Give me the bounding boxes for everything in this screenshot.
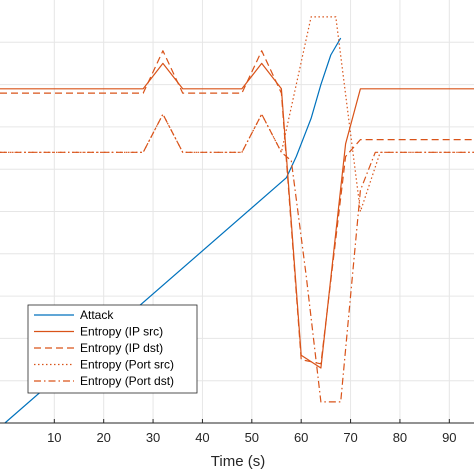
legend-label-1: Attack (80, 308, 114, 322)
series-line-4 (0, 16, 474, 213)
legend-label-5: Entropy (Port dst) (80, 374, 174, 388)
series-line-2 (0, 62, 474, 369)
legend-label-4: Entropy (Port src) (80, 358, 174, 372)
series-line-3 (0, 50, 474, 365)
series-lines (0, 16, 474, 424)
series-line-5 (0, 113, 474, 403)
legend: Attack Entropy (IP src) Entropy (IP dst) En… (27, 304, 198, 394)
x-tick-label: 60 (294, 430, 308, 445)
x-tick-label: 40 (195, 430, 209, 445)
x-axis-title: Time (s) (211, 453, 265, 470)
legend-label-2: Entropy (IP src) (80, 325, 163, 339)
legend-label-3: Entropy (IP dst) (80, 341, 163, 355)
x-tick-label: 50 (245, 430, 259, 445)
x-tick-label: 30 (146, 430, 160, 445)
legend-box (27, 304, 198, 394)
x-tick-label: 20 (96, 430, 110, 445)
x-tick-label: 80 (393, 430, 407, 445)
x-axis-ticks: 10 20 30 40 50 60 70 80 90 (47, 419, 457, 445)
series-line-1 (4, 37, 342, 424)
x-tick-label: 90 (442, 430, 456, 445)
x-tick-label: 10 (47, 430, 61, 445)
x-tick-label: 70 (343, 430, 357, 445)
